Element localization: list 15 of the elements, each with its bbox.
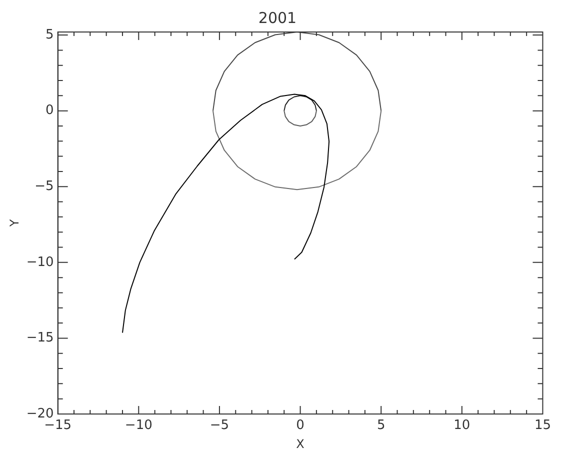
y-tick-label: −15	[26, 330, 54, 346]
chart-title: 2001	[258, 8, 297, 27]
x-tick-label: 0	[296, 418, 304, 434]
y-axis-title: Y	[7, 218, 22, 228]
x-tick-label: −5	[210, 418, 230, 434]
y-tick-label: 0	[46, 103, 54, 118]
x-tick-label: 15	[534, 418, 551, 434]
y-tick-label: −10	[26, 254, 54, 270]
y-tick-label: 5	[46, 27, 54, 42]
x-axis-title: X	[296, 436, 304, 451]
y-tick-label: −5	[34, 178, 54, 194]
x-tick-label: 5	[376, 418, 386, 434]
x-tick-label: −10	[124, 418, 152, 434]
y-tick-label: −20	[26, 406, 54, 422]
x-tick-label: 10	[454, 418, 470, 434]
